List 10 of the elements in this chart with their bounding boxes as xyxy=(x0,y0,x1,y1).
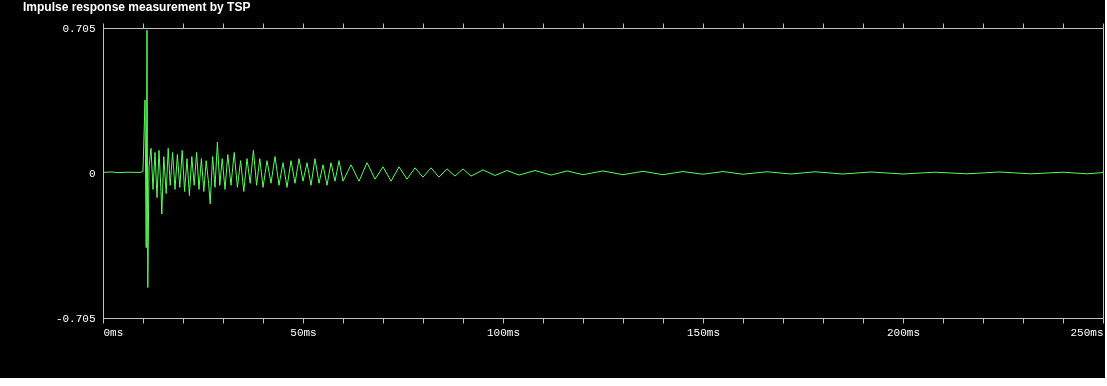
x-tick-label: 100ms xyxy=(486,326,521,339)
x-tick-label: 50ms xyxy=(290,326,317,339)
x-tick-label: 0ms xyxy=(103,326,124,339)
y-tick-label: -0.705 xyxy=(55,312,96,325)
x-tick-label: 200ms xyxy=(886,326,921,339)
chart-title: Impulse response measurement by TSP xyxy=(23,0,251,14)
y-tick-label: 0.705 xyxy=(62,22,96,35)
x-tick-label: 150ms xyxy=(686,326,721,339)
x-tick-label: 250ms xyxy=(1070,326,1104,339)
y-tick-label: 0 xyxy=(88,167,96,180)
